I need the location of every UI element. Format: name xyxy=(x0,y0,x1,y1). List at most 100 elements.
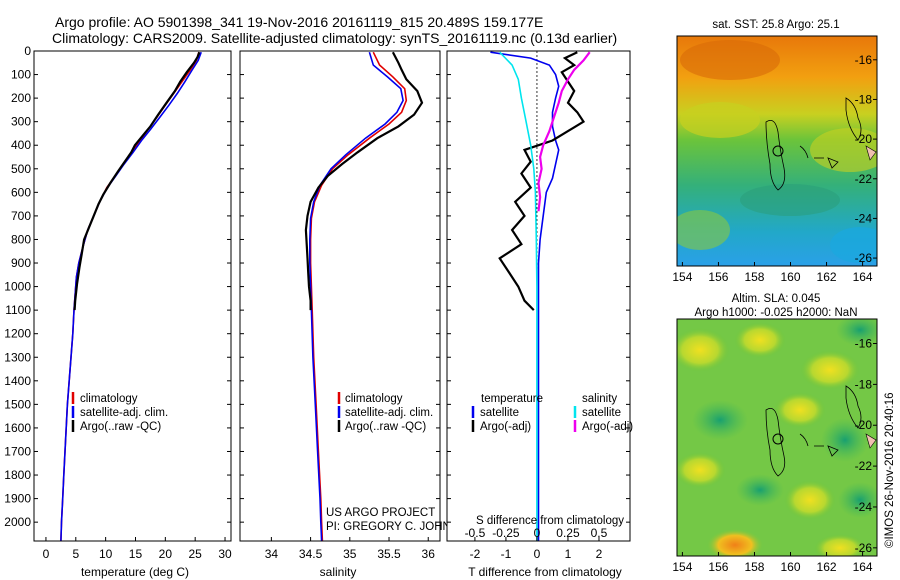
legend-label-t-satellite: satellite xyxy=(480,407,519,419)
x-tick-label: 2 xyxy=(596,547,603,561)
header-line-1: Argo profile: AO 5901398_341 19-Nov-2016… xyxy=(55,14,543,30)
sst-map-image xyxy=(677,36,877,266)
y-tick-label: 0 xyxy=(24,44,31,58)
sst-map-title: sat. SST: 25.8 Argo: 25.1 xyxy=(712,19,839,31)
y-tick-label: 1900 xyxy=(4,492,31,506)
x-tick-label: 10 xyxy=(99,547,113,561)
series-line-salinity-1 xyxy=(309,51,404,541)
temperature-legend: climatology satellite-adj. clim. Argo(..… xyxy=(71,392,168,433)
legend-label-t-argo: Argo(-adj) xyxy=(480,421,531,433)
temperature-panel: 0 5 10 15 20 25 30 0 100 200 300 400 500 600 700 800 90… xyxy=(4,44,232,579)
y-tick-label: 1400 xyxy=(4,374,31,388)
t-difference-label: T difference from climatology xyxy=(468,565,622,579)
x2-tick-label: -0.5 xyxy=(465,526,486,540)
y-tick-label: 800 xyxy=(11,232,31,246)
legend-title-salinity: salinity xyxy=(582,393,617,405)
series-line-difference-0 xyxy=(490,51,560,541)
map-x-tick-label: 154 xyxy=(672,560,692,574)
x-tick-label: 34 xyxy=(265,547,279,561)
x-tick-label: 25 xyxy=(189,547,203,561)
y-tick-label: 700 xyxy=(11,209,31,223)
x-tick-label: 15 xyxy=(129,547,143,561)
legend-label-argo: Argo(..raw -QC) xyxy=(80,421,161,433)
map-y-tick-label: -24 xyxy=(855,500,873,514)
x-tick-label: 35.5 xyxy=(377,547,401,561)
series-line-difference-2 xyxy=(499,51,538,541)
map-x-tick-label: 160 xyxy=(780,560,800,574)
map-y-tick-label: -16 xyxy=(855,53,873,67)
y-tick-label: 1500 xyxy=(4,397,31,411)
y-tick-label: 2000 xyxy=(4,515,31,529)
map-y-tick-label: -26 xyxy=(855,541,873,555)
x-tick-label: 34.5 xyxy=(299,547,323,561)
map-x-tick-label: 162 xyxy=(817,560,837,574)
sst-map-panel: sat. SST: 25.8 Argo: 25.1 154 156 158 160 16… xyxy=(672,19,878,284)
x-tick-label: 30 xyxy=(218,547,232,561)
x-tick-label: 0 xyxy=(43,547,50,561)
difference-x-ticks: -2 -1 0 1 2 xyxy=(470,537,603,561)
imos-credit: ©IMOS 26-Nov-2016 20:40:16 xyxy=(884,392,896,548)
salinity-y-tick-marks xyxy=(240,50,440,523)
legend-label-s-satellite: satellite xyxy=(582,407,621,419)
map-y-tick-label: -16 xyxy=(855,337,873,351)
difference-plot-frame xyxy=(446,50,631,542)
series-line-difference-3 xyxy=(537,51,591,212)
difference-y-tick-marks xyxy=(447,50,630,523)
y-tick-label: 1700 xyxy=(4,444,31,458)
x2-tick-label: 0 xyxy=(534,526,541,540)
map-x-tick-label: 164 xyxy=(853,560,873,574)
x-tick-label: 35 xyxy=(343,547,357,561)
s-difference-label: S difference from climatology xyxy=(476,515,624,527)
legend-label-climatology: climatology xyxy=(80,393,138,405)
temperature-y-ticks: 0 100 200 300 400 500 600 700 800 900 1000 1100 1200… xyxy=(4,44,231,529)
sla-map-title-1: Altim. SLA: 0.045 xyxy=(732,293,821,305)
y-tick-label: 1300 xyxy=(4,350,31,364)
y-tick-label: 1000 xyxy=(4,280,31,294)
x-tick-label: -1 xyxy=(501,547,512,561)
x2-tick-label: -0.25 xyxy=(492,526,520,540)
temperature-x-label: temperature (deg C) xyxy=(81,565,189,579)
map-y-tick-label: -22 xyxy=(855,172,873,186)
sla-map-image xyxy=(677,319,877,556)
y-tick-label: 100 xyxy=(11,68,31,82)
header-line-2: Climatology: CARS2009. Satellite-adjuste… xyxy=(52,30,617,46)
project-credit: US ARGO PROJECT xyxy=(326,507,435,519)
legend-label-climatology: climatology xyxy=(345,393,403,405)
legend-label-argo: Argo(..raw -QC) xyxy=(345,421,426,433)
x2-tick-label: 0.25 xyxy=(556,526,580,540)
map-y-tick-label: -18 xyxy=(855,92,873,106)
salinity-x-label: salinity xyxy=(320,565,357,579)
y-tick-label: 400 xyxy=(11,138,31,152)
difference-salinity-x-ticks: -0.5 -0.25 0 0.25 0.5 xyxy=(465,526,608,540)
map-y-tick-label: -18 xyxy=(855,377,873,391)
x-tick-label: 1 xyxy=(565,547,572,561)
x-tick-label: 5 xyxy=(72,547,79,561)
map-x-tick-label: 158 xyxy=(744,560,764,574)
x2-tick-label: 0.5 xyxy=(591,526,608,540)
temperature-plot-frame xyxy=(33,50,232,542)
y-tick-label: 1100 xyxy=(5,303,31,317)
legend-label-satellite: satellite-adj. clim. xyxy=(345,407,433,419)
legend-label-s-argo: Argo(-adj) xyxy=(582,421,633,433)
x-tick-label: 20 xyxy=(159,547,173,561)
x-tick-label: -2 xyxy=(470,547,481,561)
difference-legend: temperature salinity satellite Argo(-adj… xyxy=(471,393,633,433)
map-y-tick-label: -22 xyxy=(855,459,873,473)
sla-map-x-ticks: 154 156 158 160 162 164 xyxy=(672,552,873,574)
map-x-tick-label: 156 xyxy=(708,560,728,574)
x-tick-label: 36 xyxy=(422,547,436,561)
sla-map-panel: Altim. SLA: 0.045 Argo h1000: -0.025 h20… xyxy=(672,293,878,574)
map-x-tick-label: 158 xyxy=(744,270,764,284)
salinity-panel: 34 34.5 35 35.5 36 salinity climatology sate… xyxy=(239,50,476,579)
y-tick-label: 200 xyxy=(11,91,31,105)
y-tick-label: 600 xyxy=(11,185,31,199)
salinity-x-ticks: 34 34.5 35 35.5 36 xyxy=(265,537,436,561)
x-tick-label: 0 xyxy=(534,547,541,561)
temperature-series xyxy=(60,51,202,541)
map-y-tick-label: -20 xyxy=(855,418,873,432)
y-tick-label: 500 xyxy=(11,162,31,176)
map-y-tick-label: -20 xyxy=(855,132,873,146)
series-line-temperature-2 xyxy=(73,51,201,311)
pi-credit: PI: GREGORY C. JOHNSON xyxy=(326,521,476,533)
